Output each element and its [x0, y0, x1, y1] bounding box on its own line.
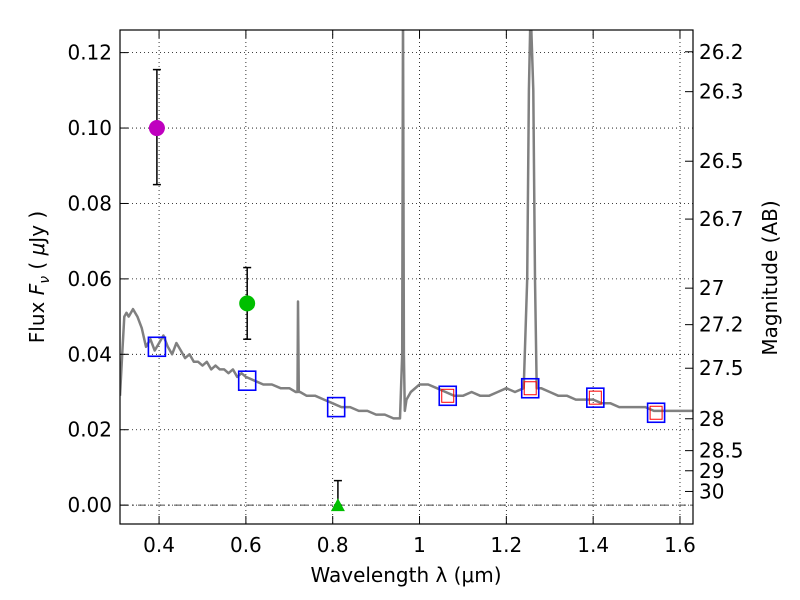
detection-point	[239, 295, 256, 312]
y-tick-labels: 0.00 0.02 0.04 0.06 0.08 0.10 0.12	[67, 41, 112, 518]
model-photometry-square	[520, 377, 540, 399]
model-photometry-square	[326, 396, 346, 418]
y-axis-label-f: F	[25, 283, 49, 295]
x-tick-label: 0.4	[143, 533, 175, 557]
y-tick-label: 0.06	[67, 267, 112, 291]
plot-background	[120, 30, 693, 524]
y-tick-label: 0.12	[67, 41, 112, 65]
model-photometry-square	[586, 387, 605, 408]
plot-frame	[119, 29, 694, 525]
mag-tick-label: 29	[699, 459, 724, 483]
x-tick-label: 0.6	[230, 533, 262, 557]
x-axis-label: Wavelength λ (μm)	[310, 563, 501, 587]
plot-area	[120, 30, 693, 420]
model-photometry-square	[438, 385, 458, 407]
x-tick-label: 1	[413, 533, 426, 557]
mag-tick-label: 30	[699, 479, 724, 503]
detection-point	[148, 120, 165, 137]
mag-tick-label: 27.5	[699, 356, 744, 380]
y-axis-label-flux: Flux	[25, 295, 49, 343]
marker-layer	[147, 68, 666, 512]
mag-tick-label: 27.2	[699, 313, 744, 337]
y-tick-label: 0.00	[67, 493, 112, 517]
observed-photometry-square	[649, 405, 663, 420]
mag-tick-label: 26.2	[699, 40, 744, 64]
observed-photometry-square	[523, 381, 537, 396]
mag-tick-label: 28	[699, 407, 724, 431]
observed-photometry-square	[588, 390, 602, 405]
x-tick-label: 1.4	[577, 533, 609, 557]
y-tick-label: 0.10	[67, 116, 112, 140]
model-photometry-square	[147, 336, 167, 358]
x-tick-label: 1.6	[664, 533, 696, 557]
y-axis-label-nu: ν	[37, 276, 53, 284]
y-axis-label-unit: Jy )	[25, 211, 49, 245]
mag-tick-label: 26.5	[699, 149, 744, 173]
mag-tick-label: 26.3	[699, 80, 744, 104]
y-tick-label: 0.02	[67, 418, 112, 442]
x-tick-labels: 0.4 0.6 0.8 1 1.2 1.4 1.6	[143, 533, 696, 557]
y2-axis-label: Magnitude (AB)	[758, 200, 782, 355]
x-tick-label: 1.2	[490, 533, 522, 557]
mag-tick-label: 28.5	[699, 439, 744, 463]
y-tick-label: 0.04	[67, 342, 112, 366]
mag-tick-label: 26.7	[699, 207, 744, 231]
x-tick-label: 0.8	[317, 533, 349, 557]
ticks	[120, 30, 693, 524]
y-axis-label: Flux Fν ( μJy )	[25, 211, 53, 343]
y-tick-label: 0.08	[67, 191, 112, 215]
spectrum-line	[120, 30, 693, 420]
y-axis-label-mu: μ	[25, 243, 49, 257]
upper-limit-triangle	[330, 498, 345, 512]
observed-photometry-square	[441, 388, 455, 403]
mag-tick-label: 27	[699, 276, 724, 300]
y-axis-label-paren: (	[25, 255, 49, 276]
model-photometry-square	[646, 402, 666, 424]
model-photometry-square	[237, 370, 257, 392]
